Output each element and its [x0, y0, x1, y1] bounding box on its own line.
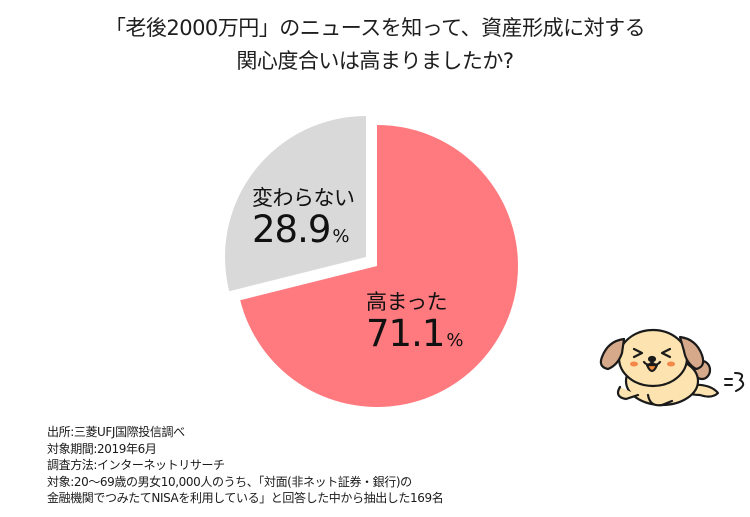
chart-title: 「老後2000万円」のニュースを知って、資産形成に対する 関心度合いは高まりまし…: [0, 12, 750, 78]
label-increased-category: 高まった: [366, 290, 448, 314]
label-unchanged-category: 変わらない: [252, 186, 355, 210]
note-subject-1: 対象:20～69歳の男女10,000人のうち、「対面(非ネット証券・銀行)の: [47, 474, 412, 489]
pie-slice-increased: [240, 125, 518, 408]
label-unchanged: 変わらない 28.9%: [252, 186, 355, 257]
dog-mascot-icon: [599, 328, 745, 407]
percent-sign: %: [332, 226, 349, 247]
chart-title-line1: 「老後2000万円」のニュースを知って、資産形成に対する: [104, 16, 646, 40]
note-method: 調査方法:インターネットリサーチ: [47, 458, 225, 473]
value-number: 28.9: [252, 208, 331, 251]
percent-sign: %: [446, 330, 463, 351]
pie-slice-unchanged: [224, 116, 366, 292]
value-number: 71.1: [366, 312, 445, 355]
label-increased: 高まった 71.1%: [366, 290, 464, 361]
chart-title-line2: 関心度合いは高まりましたか?: [236, 49, 514, 73]
source-notes: 出所:三菱UFJ国際投信調べ 対象期間:2019年6月 調査方法:インターネット…: [47, 424, 444, 507]
note-subject-2: 金融機関でつみたてNISAを利用している」と回答した中から抽出した169名: [47, 491, 444, 506]
label-increased-value: 71.1%: [366, 312, 464, 361]
label-unchanged-value: 28.9%: [252, 210, 355, 257]
note-source: 出所:三菱UFJ国際投信調べ: [47, 425, 185, 439]
note-period: 対象期間:2019年6月: [47, 441, 157, 456]
